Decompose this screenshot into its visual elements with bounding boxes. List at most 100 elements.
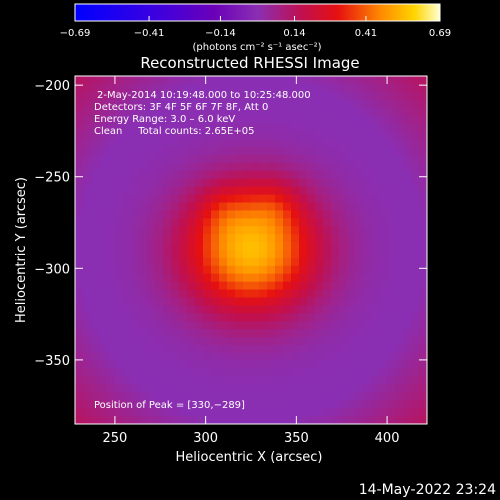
heatmap-cell [171, 265, 180, 275]
heatmap-cell [307, 368, 316, 378]
heatmap-cell [275, 400, 284, 409]
heatmap-cell [227, 408, 236, 417]
heatmap-cell [363, 289, 372, 299]
heatmap-cell [379, 352, 388, 362]
heatmap-cell [251, 305, 260, 314]
heatmap-cell [219, 83, 228, 93]
heatmap-cell [403, 115, 412, 125]
heatmap-cell [411, 321, 420, 330]
heatmap-cell [347, 329, 356, 338]
heatmap-cell [307, 139, 316, 148]
heatmap-cell [187, 234, 196, 243]
heatmap-cell [363, 210, 372, 219]
heatmap-cell [339, 297, 348, 306]
heatmap-cell [419, 305, 427, 314]
heatmap-cell [243, 91, 252, 101]
heatmap-cell [203, 131, 212, 140]
heatmap-cell [155, 163, 164, 172]
heatmap-cell [171, 202, 180, 212]
heatmap-cell [259, 384, 268, 393]
heatmap-cell [299, 313, 308, 322]
heatmap-cell [403, 273, 412, 283]
heatmap-cell [147, 202, 156, 212]
heatmap-cell [419, 99, 427, 109]
heatmap-cell [99, 384, 108, 393]
heatmap-cell [339, 408, 348, 417]
heatmap-cell [299, 360, 308, 370]
heatmap-cell [323, 234, 332, 243]
annotation-energy-range: Energy Range: 3.0 – 6.0 keV [94, 114, 235, 125]
heatmap-cell [83, 344, 92, 354]
heatmap-cell [355, 210, 364, 219]
heatmap-cell [235, 265, 244, 275]
heatmap-cell [131, 170, 140, 180]
heatmap-cell [291, 257, 300, 267]
heatmap-cell [291, 107, 300, 117]
heatmap-cell [275, 155, 284, 164]
heatmap-cell [155, 139, 164, 148]
heatmap-cell [227, 115, 236, 125]
heatmap-cell [371, 257, 380, 267]
heatmap-cell [131, 194, 140, 204]
heatmap-cell [267, 91, 276, 101]
heatmap-cell [403, 107, 412, 117]
heatmap-cell [259, 99, 268, 109]
heatmap-cell [107, 99, 116, 109]
heatmap-cell [179, 83, 188, 93]
heatmap-cell [219, 170, 228, 180]
heatmap-cell [83, 313, 92, 322]
heatmap-cell [411, 337, 420, 346]
heatmap-cell [123, 226, 132, 235]
heatmap-cell [203, 242, 212, 251]
heatmap-cell [179, 123, 188, 132]
heatmap-cell [379, 257, 388, 267]
heatmap-cell [251, 242, 260, 251]
heatmap-cell [307, 392, 316, 401]
heatmap-cell [99, 297, 108, 306]
heatmap-cell [291, 337, 300, 346]
heatmap-cell [115, 408, 124, 417]
heatmap-cell [187, 416, 196, 424]
heatmap-cell [219, 250, 228, 259]
heatmap-cell [355, 91, 364, 101]
heatmap-cell [259, 416, 268, 424]
heatmap-cell [323, 384, 332, 393]
heatmap-cell [355, 107, 364, 117]
heatmap-cell [315, 257, 324, 267]
heatmap-cell [299, 234, 308, 243]
heatmap-cell [107, 313, 116, 322]
heatmap-cell [299, 368, 308, 378]
heatmap-cell [139, 337, 148, 346]
heatmap-cell [331, 344, 340, 354]
heatmap-cell [195, 186, 204, 196]
heatmap-cell [123, 91, 132, 101]
heatmap-cell [307, 297, 316, 306]
heatmap-cell [163, 321, 172, 330]
heatmap-cell [155, 202, 164, 212]
heatmap-cell [387, 123, 396, 132]
heatmap-cell [179, 147, 188, 156]
heatmap-cell [115, 194, 124, 204]
heatmap-cell [363, 376, 372, 386]
heatmap-cell [187, 392, 196, 401]
heatmap-cell [99, 194, 108, 204]
heatmap-cell [299, 337, 308, 346]
heatmap-cell [395, 210, 404, 219]
heatmap-cell [267, 400, 276, 409]
heatmap-cell [187, 281, 196, 291]
heatmap-cell [91, 368, 100, 378]
heatmap-cell [331, 218, 340, 227]
heatmap-cell [91, 337, 100, 346]
heatmap-cell [187, 289, 196, 299]
heatmap-cell [163, 163, 172, 172]
heatmap-cell [115, 139, 124, 148]
heatmap-cell [171, 83, 180, 93]
heatmap-cell [371, 265, 380, 275]
heatmap-cell [179, 170, 188, 180]
heatmap-cell [155, 281, 164, 291]
heatmap-cell [419, 265, 427, 275]
heatmap-cell [243, 202, 252, 212]
heatmap-cell [275, 194, 284, 204]
heatmap-cell [179, 297, 188, 306]
heatmap-cell [259, 257, 268, 267]
